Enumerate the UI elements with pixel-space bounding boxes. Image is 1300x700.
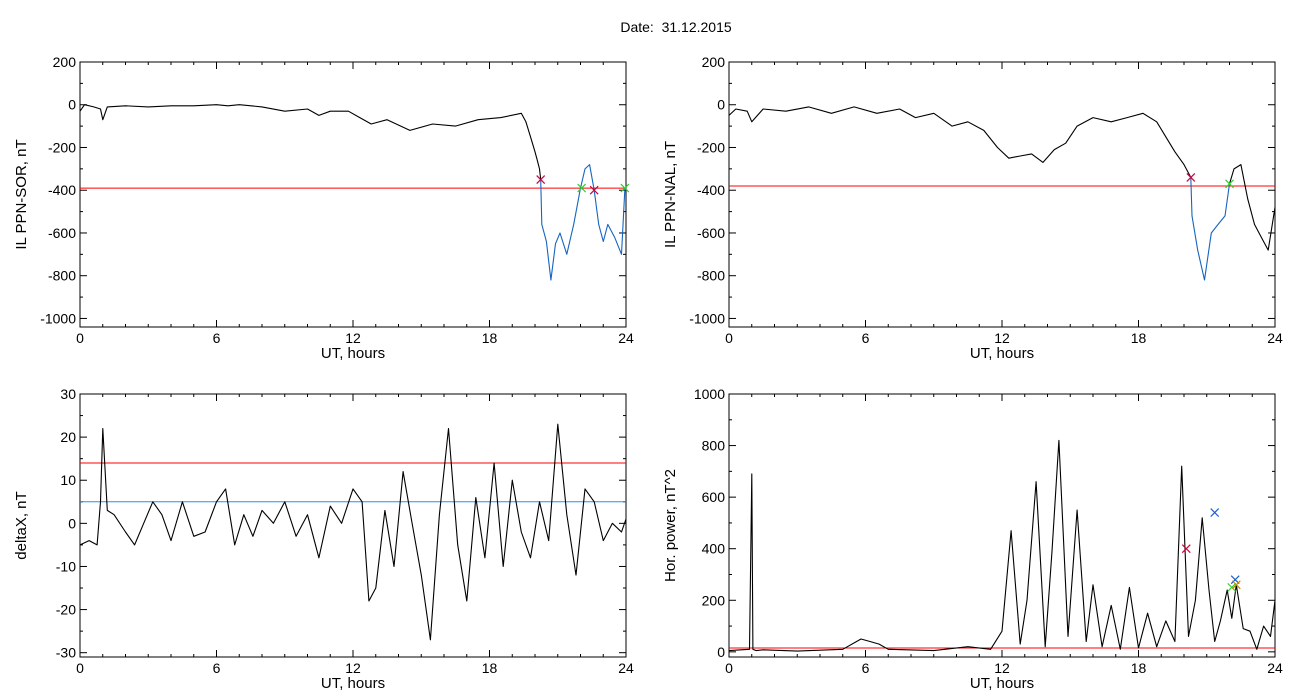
x-marker bbox=[577, 183, 587, 193]
y-tick-label: 0 bbox=[717, 97, 725, 113]
x-tick-label: 6 bbox=[213, 660, 221, 676]
x-marker-stroke bbox=[1230, 575, 1240, 585]
page-title: Date: 31.12.2015 bbox=[0, 19, 1300, 35]
x-marker-stroke bbox=[536, 175, 546, 184]
data-series-line bbox=[1228, 164, 1276, 251]
plot-frame bbox=[728, 393, 1276, 658]
y-tick-label: -30 bbox=[56, 645, 76, 661]
y-axis-label: deltaX, nT bbox=[13, 491, 30, 559]
y-tick-label: -600 bbox=[48, 225, 76, 241]
panel-deltax: 0 6 12 18 24 30 20 10 0 -10 -20 -30 UT, hours deltaX,… bbox=[13, 386, 634, 692]
y-tick-label: -1000 bbox=[689, 310, 725, 326]
panel-ppn-nal: 0 6 12 18 24 200 0 -200 -400 -600 -800 -1000 UT, hou… bbox=[662, 54, 1283, 362]
y-axis-label: IL PPN-SOR, nT bbox=[13, 139, 30, 249]
x-tick-label: 24 bbox=[618, 330, 634, 346]
x-tick-label: 24 bbox=[1267, 330, 1283, 346]
panel-ppn-sor: 0 6 12 18 24 200 0 -200 -400 -600 -800 -1000 UT, hou… bbox=[13, 54, 634, 362]
x-marker bbox=[1181, 544, 1191, 554]
x-tick-label: 12 bbox=[345, 660, 361, 676]
x-axis-label: UT, hours bbox=[970, 675, 1034, 692]
y-tick-label: -800 bbox=[48, 268, 76, 284]
x-marker-stroke bbox=[577, 183, 587, 193]
x-tick-label: 12 bbox=[994, 660, 1010, 676]
x-axis-label: UT, hours bbox=[321, 345, 385, 362]
y-tick-label: 30 bbox=[60, 386, 76, 402]
y-tick-label: -400 bbox=[697, 182, 725, 198]
y-tick-label: -1000 bbox=[40, 310, 76, 326]
x-axis-label: UT, hours bbox=[970, 345, 1034, 362]
y-tick-label: 0 bbox=[717, 644, 725, 660]
x-tick-label: 0 bbox=[725, 330, 733, 346]
x-tick-label: 0 bbox=[76, 660, 84, 676]
x-marker-stroke bbox=[1186, 172, 1196, 182]
y-tick-label: 800 bbox=[702, 438, 726, 454]
x-tick-label: 12 bbox=[345, 330, 361, 346]
plot-frame bbox=[79, 393, 627, 658]
y-tick-label: 200 bbox=[702, 54, 726, 70]
y-tick-label: 1000 bbox=[694, 386, 725, 402]
x-marker bbox=[1210, 508, 1220, 518]
date-value: 31.12.2015 bbox=[661, 19, 732, 35]
x-tick-label: 24 bbox=[618, 660, 634, 676]
y-tick-label: -200 bbox=[697, 139, 725, 155]
x-marker bbox=[1230, 575, 1240, 585]
date-label: Date: bbox=[620, 19, 654, 35]
x-tick-label: 18 bbox=[1131, 660, 1147, 676]
x-tick-label: 6 bbox=[862, 660, 870, 676]
x-tick-label: 24 bbox=[1267, 660, 1283, 676]
x-marker bbox=[1225, 179, 1234, 189]
x-marker-stroke bbox=[1231, 580, 1241, 590]
x-marker-stroke bbox=[589, 185, 599, 195]
x-axis-label: UT, hours bbox=[321, 675, 385, 692]
data-series-line bbox=[79, 104, 542, 180]
x-marker bbox=[589, 185, 599, 195]
y-tick-label: 200 bbox=[702, 592, 726, 608]
x-marker-stroke bbox=[1181, 544, 1191, 554]
x-tick-label: 18 bbox=[1131, 330, 1147, 346]
highlight-series-line bbox=[1190, 177, 1231, 281]
y-tick-label: -20 bbox=[56, 602, 76, 618]
x-marker-stroke bbox=[1227, 582, 1237, 592]
data-series-line bbox=[728, 439, 1276, 652]
x-tick-label: 18 bbox=[482, 330, 498, 346]
y-tick-label: -600 bbox=[697, 225, 725, 241]
y-tick-label: 0 bbox=[68, 97, 76, 113]
highlight-series-line bbox=[540, 164, 626, 281]
y-tick-label: -10 bbox=[56, 558, 76, 574]
y-tick-label: -400 bbox=[48, 182, 76, 198]
data-series-line bbox=[79, 423, 627, 641]
x-marker-stroke bbox=[620, 183, 630, 193]
x-tick-label: 0 bbox=[725, 660, 733, 676]
x-tick-label: 0 bbox=[76, 330, 84, 346]
data-series-line bbox=[728, 106, 1192, 178]
y-tick-label: -200 bbox=[48, 139, 76, 155]
y-tick-label: 200 bbox=[53, 54, 77, 70]
x-marker bbox=[1186, 172, 1196, 182]
y-tick-label: 600 bbox=[702, 489, 726, 505]
x-marker-stroke bbox=[1210, 508, 1220, 518]
x-tick-label: 6 bbox=[862, 330, 870, 346]
panel-hor-power: 0 6 12 18 24 1000 800 600 400 200 0 UT, hours Hor. p… bbox=[662, 386, 1283, 692]
x-marker bbox=[620, 183, 630, 193]
x-marker-stroke bbox=[1225, 179, 1234, 189]
y-tick-label: 400 bbox=[702, 541, 726, 557]
x-tick-label: 12 bbox=[994, 330, 1010, 346]
x-marker bbox=[1227, 582, 1237, 592]
plot-frame bbox=[728, 61, 1276, 328]
y-axis-label: Hor. power, nT^2 bbox=[662, 469, 679, 582]
y-tick-label: 10 bbox=[60, 472, 76, 488]
y-tick-label: 0 bbox=[68, 515, 76, 531]
x-marker bbox=[536, 175, 546, 184]
plot-frame bbox=[79, 61, 627, 328]
y-tick-label: 20 bbox=[60, 429, 76, 445]
x-tick-label: 18 bbox=[482, 660, 498, 676]
x-tick-label: 6 bbox=[213, 330, 221, 346]
y-tick-label: -800 bbox=[697, 268, 725, 284]
x-marker bbox=[1231, 580, 1241, 590]
y-axis-label: IL PPN-NAL, nT bbox=[662, 141, 679, 248]
